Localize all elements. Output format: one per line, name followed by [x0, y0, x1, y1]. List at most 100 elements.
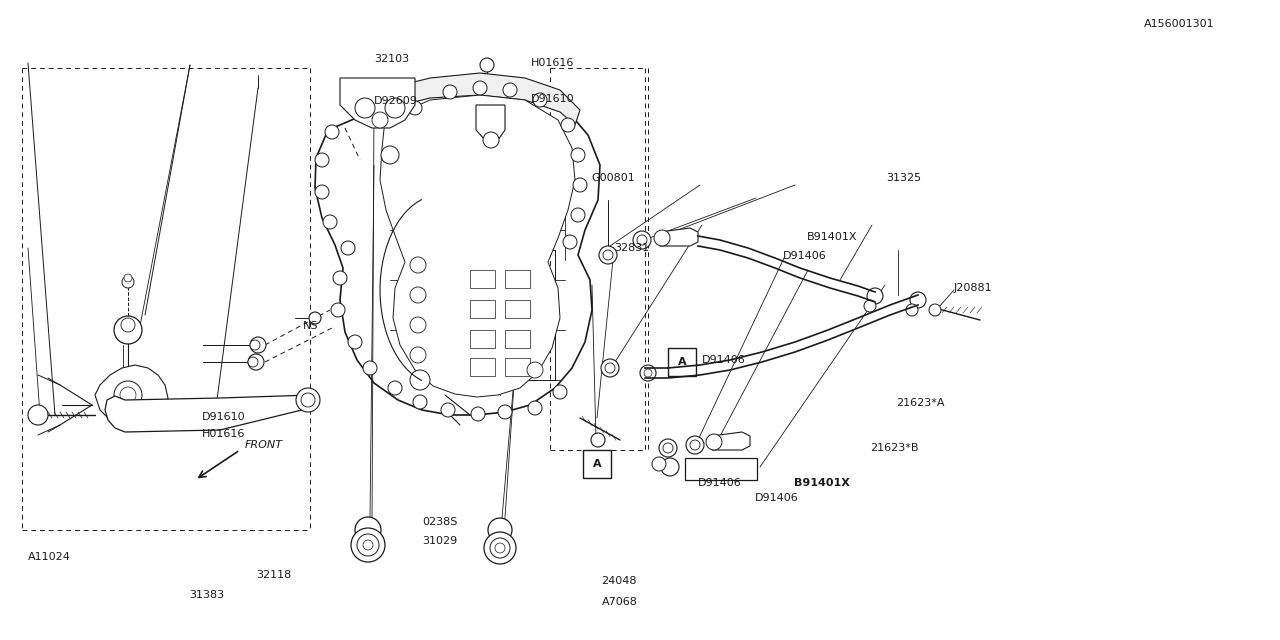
Circle shape	[599, 246, 617, 264]
Circle shape	[503, 83, 517, 97]
Text: D92609: D92609	[374, 96, 417, 106]
Text: 21623*B: 21623*B	[870, 443, 919, 453]
Circle shape	[553, 385, 567, 399]
Circle shape	[357, 534, 379, 556]
Circle shape	[663, 443, 673, 453]
Circle shape	[864, 300, 876, 312]
Circle shape	[490, 538, 509, 558]
Circle shape	[410, 257, 426, 273]
Circle shape	[410, 287, 426, 303]
Circle shape	[634, 231, 652, 249]
Text: A156001301: A156001301	[1144, 19, 1215, 29]
Bar	[582, 450, 611, 478]
Circle shape	[124, 274, 132, 282]
Text: H01616: H01616	[202, 429, 246, 439]
Circle shape	[644, 369, 652, 377]
Circle shape	[654, 230, 669, 246]
Circle shape	[471, 407, 485, 421]
Circle shape	[498, 405, 512, 419]
Circle shape	[484, 532, 516, 564]
Bar	[668, 348, 696, 376]
Circle shape	[340, 241, 355, 255]
Circle shape	[571, 208, 585, 222]
Polygon shape	[712, 432, 750, 450]
Text: A7068: A7068	[602, 596, 637, 607]
Circle shape	[495, 543, 506, 553]
Circle shape	[385, 98, 404, 118]
Circle shape	[122, 318, 134, 332]
Circle shape	[308, 312, 321, 324]
Circle shape	[443, 85, 457, 99]
Circle shape	[301, 393, 315, 407]
Circle shape	[248, 357, 259, 367]
Circle shape	[28, 405, 49, 425]
Text: D91406: D91406	[701, 355, 745, 365]
Circle shape	[114, 316, 142, 344]
Circle shape	[348, 335, 362, 349]
Circle shape	[660, 458, 678, 476]
Circle shape	[333, 271, 347, 285]
Circle shape	[474, 81, 486, 95]
Polygon shape	[105, 395, 312, 432]
Circle shape	[488, 518, 512, 542]
Bar	[470, 330, 495, 348]
Circle shape	[114, 381, 142, 409]
Text: NS: NS	[303, 321, 319, 332]
Text: B91401X: B91401X	[806, 232, 856, 242]
Circle shape	[483, 132, 499, 148]
Circle shape	[120, 387, 136, 403]
Circle shape	[910, 292, 925, 308]
Circle shape	[250, 340, 260, 350]
Circle shape	[690, 440, 700, 450]
Circle shape	[315, 153, 329, 167]
Circle shape	[563, 235, 577, 249]
Text: 31325: 31325	[886, 173, 920, 183]
Circle shape	[381, 146, 399, 164]
Text: A: A	[677, 357, 686, 367]
Polygon shape	[340, 78, 415, 128]
Text: D91406: D91406	[698, 478, 741, 488]
Circle shape	[591, 433, 605, 447]
Circle shape	[602, 359, 620, 377]
Bar	[685, 458, 756, 480]
Circle shape	[573, 178, 588, 192]
Text: D91610: D91610	[531, 94, 575, 104]
Circle shape	[248, 354, 264, 370]
Circle shape	[408, 101, 422, 115]
Circle shape	[527, 362, 543, 378]
Bar	[470, 300, 495, 318]
Circle shape	[659, 439, 677, 457]
Text: 31383: 31383	[189, 590, 224, 600]
Text: G00801: G00801	[591, 173, 635, 183]
Circle shape	[315, 185, 329, 199]
Circle shape	[410, 347, 426, 363]
Circle shape	[364, 540, 372, 550]
Text: H01616: H01616	[531, 58, 575, 68]
Circle shape	[529, 401, 541, 415]
Circle shape	[637, 235, 646, 245]
Circle shape	[652, 457, 666, 471]
Text: B91401X: B91401X	[794, 478, 850, 488]
Text: D91610: D91610	[202, 412, 246, 422]
Polygon shape	[315, 79, 600, 415]
Bar	[506, 358, 530, 376]
Circle shape	[332, 303, 346, 317]
Circle shape	[410, 370, 430, 390]
Circle shape	[929, 304, 941, 316]
Bar	[506, 300, 530, 318]
Text: A: A	[593, 459, 602, 469]
Circle shape	[561, 118, 575, 132]
Polygon shape	[476, 105, 506, 140]
Text: FRONT: FRONT	[244, 440, 283, 450]
Circle shape	[388, 381, 402, 395]
Text: 24048: 24048	[602, 576, 637, 586]
Circle shape	[372, 112, 388, 128]
Bar	[506, 330, 530, 348]
Text: 31029: 31029	[422, 536, 458, 546]
Circle shape	[250, 337, 266, 353]
Circle shape	[364, 361, 378, 375]
Circle shape	[410, 317, 426, 333]
Text: 32118: 32118	[256, 570, 292, 580]
Polygon shape	[380, 95, 575, 397]
Text: 0238S: 0238S	[422, 516, 458, 527]
